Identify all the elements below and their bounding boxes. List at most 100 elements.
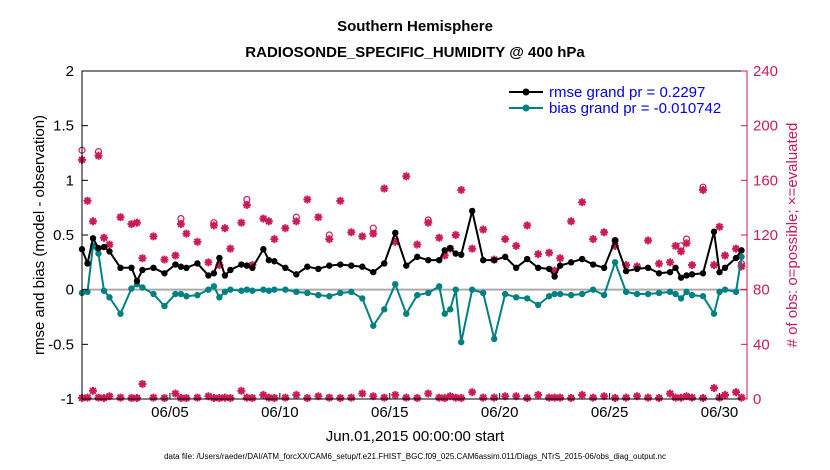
rmse-point [304,263,311,270]
x-tick-label: 06/30 [701,404,739,421]
obs-evaluated-marker [116,213,125,222]
rmse-point [183,264,190,271]
bias-point [600,291,608,299]
y-axis-right-label: # of obs: o=possible; ×=evaluated [784,123,801,348]
obs-evaluated-marker [160,255,169,264]
obs-evaluated-marker-low [589,393,598,402]
obs-evaluated-marker-low [116,393,125,402]
obs-evaluated-marker [402,172,411,181]
bias-point [469,286,476,293]
bias-point [370,322,377,329]
rmse-point [452,250,459,257]
rmse-point [100,243,108,251]
rmse-point [425,256,432,264]
rmse-point [490,256,498,264]
bias-point [150,290,157,298]
obs-evaluated-marker [336,196,345,205]
obs-evaluated-marker-low [732,388,741,397]
bias-point [622,288,630,296]
obs-evaluated-marker-low [556,393,565,402]
obs-evaluated-marker [699,185,708,194]
obs-evaluated-marker [314,213,323,222]
obs-evaluated-marker-low [699,394,708,402]
obs-evaluated-marker [688,261,697,270]
obs-evaluated-marker-low [325,393,334,402]
rmse-point [512,264,520,271]
x-tick-label: 06/15 [371,404,409,421]
rmse-point [348,262,355,269]
bias-point [452,286,459,293]
legend-bias-marker [522,104,530,112]
bias-point [567,291,575,299]
obs-evaluated-marker-low [380,393,389,402]
rmse-point [243,262,251,269]
bias-point [490,335,498,343]
obs-evaluated-marker-low [567,394,576,402]
obs-evaluated-marker [666,258,675,267]
obs-evaluated-marker [380,184,389,193]
rmse-point [227,266,234,274]
rmse-point [216,254,223,262]
bias-point [534,301,542,309]
chart-title: Southern Hemisphere [337,18,493,35]
x-tick-label: 06/25 [591,404,629,421]
obs-markers [78,146,746,402]
left-axis-ticks: -1 -0.5 0 0.5 1 1.5 2 [48,63,88,408]
bias-point [710,310,718,317]
bias-point [216,294,223,301]
rmse-point [469,207,476,215]
obs-evaluated-marker-low [138,379,147,388]
obs-evaluated-marker-low [193,393,202,402]
bias-point [106,294,113,301]
bias-point [95,250,102,257]
y-right-tick-label: 160 [753,172,778,189]
obs-evaluated-marker [264,217,273,226]
bias-point [556,290,564,298]
obs-evaluated-marker-low [622,393,631,402]
obs-evaluated-marker [479,225,488,234]
rmse-point [633,265,641,273]
bias-point [644,290,652,298]
obs-evaluated-marker [176,220,185,229]
y-right-tick-label: 200 [753,118,778,135]
bias-point [447,306,454,313]
obs-evaluated-marker-low [391,390,400,399]
rmse-point [150,264,157,271]
x-tick-label: 06/05 [151,404,189,421]
rmse-point [315,265,322,273]
bias-point [699,293,707,300]
obs-evaluated-marker [171,251,180,260]
rmse-point [683,272,690,279]
bias-point [677,295,685,302]
rmse-point [282,264,289,271]
rmse-point [370,268,377,276]
legend-rmse-marker [522,88,530,96]
rmse-point [672,264,679,271]
obs-evaluated-marker-low [281,393,290,402]
rmse-point [716,268,723,276]
obs-evaluated-marker-low [721,390,730,399]
bias-point [243,286,251,293]
obs-evaluated-marker [451,231,460,239]
y-axis-label: rmse and bias (model - observation) [31,115,48,355]
bias-point [100,287,108,294]
obs-evaluated-marker [682,239,691,248]
obs-evaluated-marker [578,198,587,207]
obs-evaluated-marker-low [457,394,466,402]
obs-evaluated-marker [347,228,356,237]
obs-evaluated-marker-low [220,393,229,402]
x-axis-label: Jun.01,2015 00:00:00 start [326,428,505,445]
rmse-point [534,264,542,271]
obs-evaluated-marker [193,237,202,246]
rmse-point [447,244,454,252]
y-tick-label: 1 [66,172,74,189]
obs-evaluated-marker [715,222,724,231]
rmse-point [567,259,575,266]
obs-evaluated-marker-low [534,390,543,399]
rmse-point [666,268,674,276]
obs-evaluated-marker-low [132,394,141,402]
obs-evaluated-marker-low [688,393,697,402]
bias-point [304,289,311,297]
rmse-point [688,271,696,278]
x-axis-ticks: 06/05 06/10 06/15 06/20 06/25 06/30 [151,393,738,421]
